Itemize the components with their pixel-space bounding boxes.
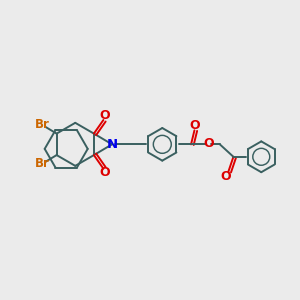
Text: Br: Br [34, 118, 49, 131]
Text: O: O [220, 170, 231, 183]
Text: O: O [99, 166, 110, 179]
Text: N: N [106, 138, 118, 151]
Text: O: O [99, 110, 110, 122]
Text: O: O [190, 119, 200, 132]
Text: Br: Br [34, 157, 49, 170]
Text: O: O [204, 137, 214, 150]
